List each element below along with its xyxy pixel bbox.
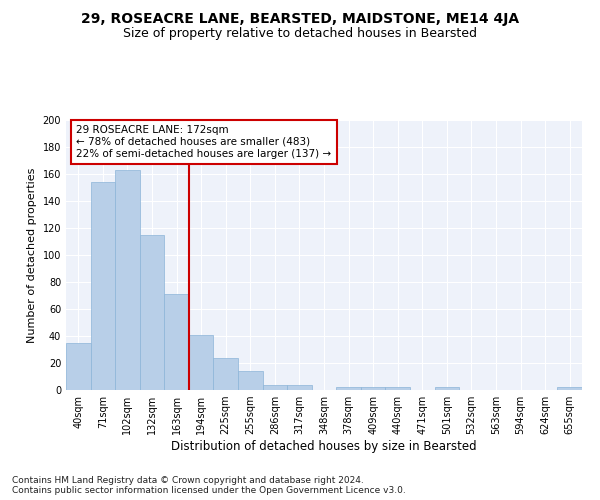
- Bar: [91, 182, 115, 390]
- Y-axis label: Number of detached properties: Number of detached properties: [27, 168, 37, 342]
- Bar: [140, 235, 164, 390]
- Text: Size of property relative to detached houses in Bearsted: Size of property relative to detached ho…: [123, 28, 477, 40]
- Bar: [336, 388, 361, 390]
- Bar: [287, 384, 312, 390]
- Bar: [434, 388, 459, 390]
- Bar: [385, 388, 410, 390]
- Bar: [263, 384, 287, 390]
- Text: 29 ROSEACRE LANE: 172sqm
← 78% of detached houses are smaller (483)
22% of semi-: 29 ROSEACRE LANE: 172sqm ← 78% of detach…: [76, 126, 331, 158]
- Bar: [361, 388, 385, 390]
- Text: Contains HM Land Registry data © Crown copyright and database right 2024.
Contai: Contains HM Land Registry data © Crown c…: [12, 476, 406, 495]
- Bar: [238, 371, 263, 390]
- Bar: [115, 170, 140, 390]
- Bar: [214, 358, 238, 390]
- Bar: [66, 343, 91, 390]
- Bar: [189, 334, 214, 390]
- Bar: [164, 294, 189, 390]
- X-axis label: Distribution of detached houses by size in Bearsted: Distribution of detached houses by size …: [171, 440, 477, 453]
- Bar: [557, 388, 582, 390]
- Text: 29, ROSEACRE LANE, BEARSTED, MAIDSTONE, ME14 4JA: 29, ROSEACRE LANE, BEARSTED, MAIDSTONE, …: [81, 12, 519, 26]
